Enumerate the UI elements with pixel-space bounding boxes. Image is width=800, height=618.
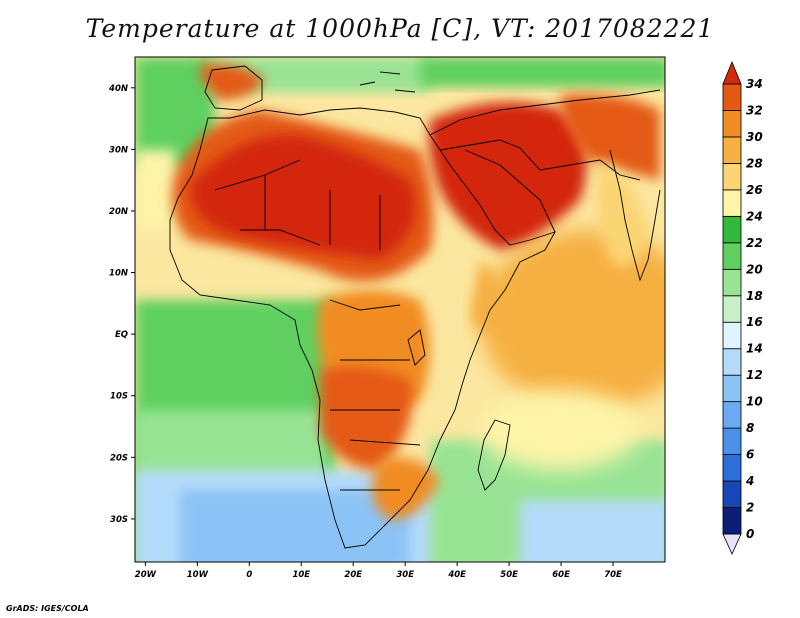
colorbar-level-label: 32 bbox=[746, 103, 763, 117]
colorbar-high-triangle bbox=[722, 60, 742, 85]
lon-tick-label: 30E bbox=[396, 570, 414, 580]
colorbar-level-label: 16 bbox=[746, 315, 763, 329]
colorbar-level-label: 30 bbox=[746, 130, 763, 144]
colorbar-segment bbox=[722, 348, 742, 376]
colorbar-level-label: 34 bbox=[746, 77, 763, 91]
lon-tick-label: 70E bbox=[604, 570, 622, 580]
colorbar-level-label: 18 bbox=[746, 289, 763, 303]
colorbar-level-label: 24 bbox=[746, 209, 763, 223]
lat-tick-label: 30N bbox=[109, 145, 128, 155]
lon-tick-label: 0 bbox=[246, 570, 252, 580]
colorbar-low-triangle bbox=[722, 533, 742, 555]
colorbar-segment bbox=[722, 189, 742, 217]
colorbar-segment bbox=[722, 163, 742, 191]
latitude-axis: 40N 30N 20N 10N EQ 10S 20S 30S bbox=[108, 84, 135, 525]
colorbar-level-label: 20 bbox=[746, 262, 763, 276]
lon-tick-label: 40E bbox=[447, 570, 466, 580]
lon-tick-label: 10W bbox=[187, 570, 209, 580]
lon-tick-label: 50E bbox=[500, 570, 518, 580]
map-title: Temperature at 1000hPa [C], VT: 20170822… bbox=[85, 14, 715, 43]
colorbar-segment bbox=[722, 427, 742, 455]
lat-tick-label: 20S bbox=[110, 453, 128, 463]
colorbar-segment bbox=[722, 374, 742, 403]
colorbar-level-label: 4 bbox=[745, 474, 754, 488]
colorbar-level-label: 28 bbox=[746, 156, 763, 170]
colorbar-segment bbox=[722, 480, 742, 508]
lon-tick-label: 60E bbox=[552, 570, 570, 580]
longitude-axis: 20W 10W 0 10E 20E 30E 40E 50E 60E 70E bbox=[135, 562, 622, 580]
lat-tick-label: 20N bbox=[109, 207, 128, 217]
lat-tick-label: 10S bbox=[110, 392, 128, 402]
lat-tick-label: 10N bbox=[109, 269, 128, 279]
coastlines bbox=[169, 65, 661, 549]
grads-credit: GrADS: IGES/COLA bbox=[6, 604, 89, 613]
lon-tick-label: 20W bbox=[135, 570, 157, 580]
map-frame bbox=[134, 56, 666, 563]
colorbar-segment bbox=[722, 215, 742, 244]
colorbar-segment bbox=[722, 454, 742, 482]
colorbar-segment bbox=[722, 295, 742, 323]
lat-tick-label: EQ bbox=[115, 330, 128, 340]
colorbar-level-label: 2 bbox=[746, 501, 754, 515]
lat-tick-label: 30S bbox=[110, 515, 128, 525]
colorbar-level-label: 0 bbox=[746, 527, 754, 541]
colorbar-level-label: 26 bbox=[746, 183, 763, 197]
colorbar-level-label: 12 bbox=[746, 368, 763, 382]
lat-tick-label: 40N bbox=[108, 84, 128, 94]
colorbar-level-label: 14 bbox=[746, 342, 763, 356]
temperature-field bbox=[135, 57, 665, 562]
colorbar-level-label: 10 bbox=[746, 395, 763, 409]
lon-tick-label: 10E bbox=[292, 570, 310, 580]
lon-tick-label: 20E bbox=[344, 570, 362, 580]
hot-land-field bbox=[172, 64, 660, 520]
colorbar-level-label: 8 bbox=[746, 421, 754, 435]
colorbar-segment bbox=[722, 321, 742, 350]
colorbar-segment bbox=[722, 242, 742, 270]
colorbar-level-label: 6 bbox=[746, 448, 754, 462]
colorbar-segment bbox=[722, 401, 742, 429]
colorbar-segment bbox=[722, 136, 742, 164]
colorbar-level-label: 22 bbox=[746, 236, 763, 250]
colorbar-segment bbox=[722, 110, 742, 138]
colorbar-segment bbox=[722, 268, 742, 297]
colorbar-segment bbox=[722, 507, 742, 535]
colorbar-segment bbox=[722, 83, 742, 111]
